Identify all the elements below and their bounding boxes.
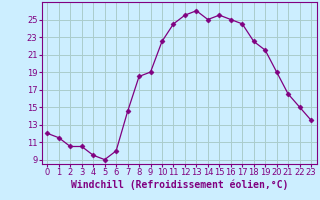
X-axis label: Windchill (Refroidissement éolien,°C): Windchill (Refroidissement éolien,°C) xyxy=(70,180,288,190)
